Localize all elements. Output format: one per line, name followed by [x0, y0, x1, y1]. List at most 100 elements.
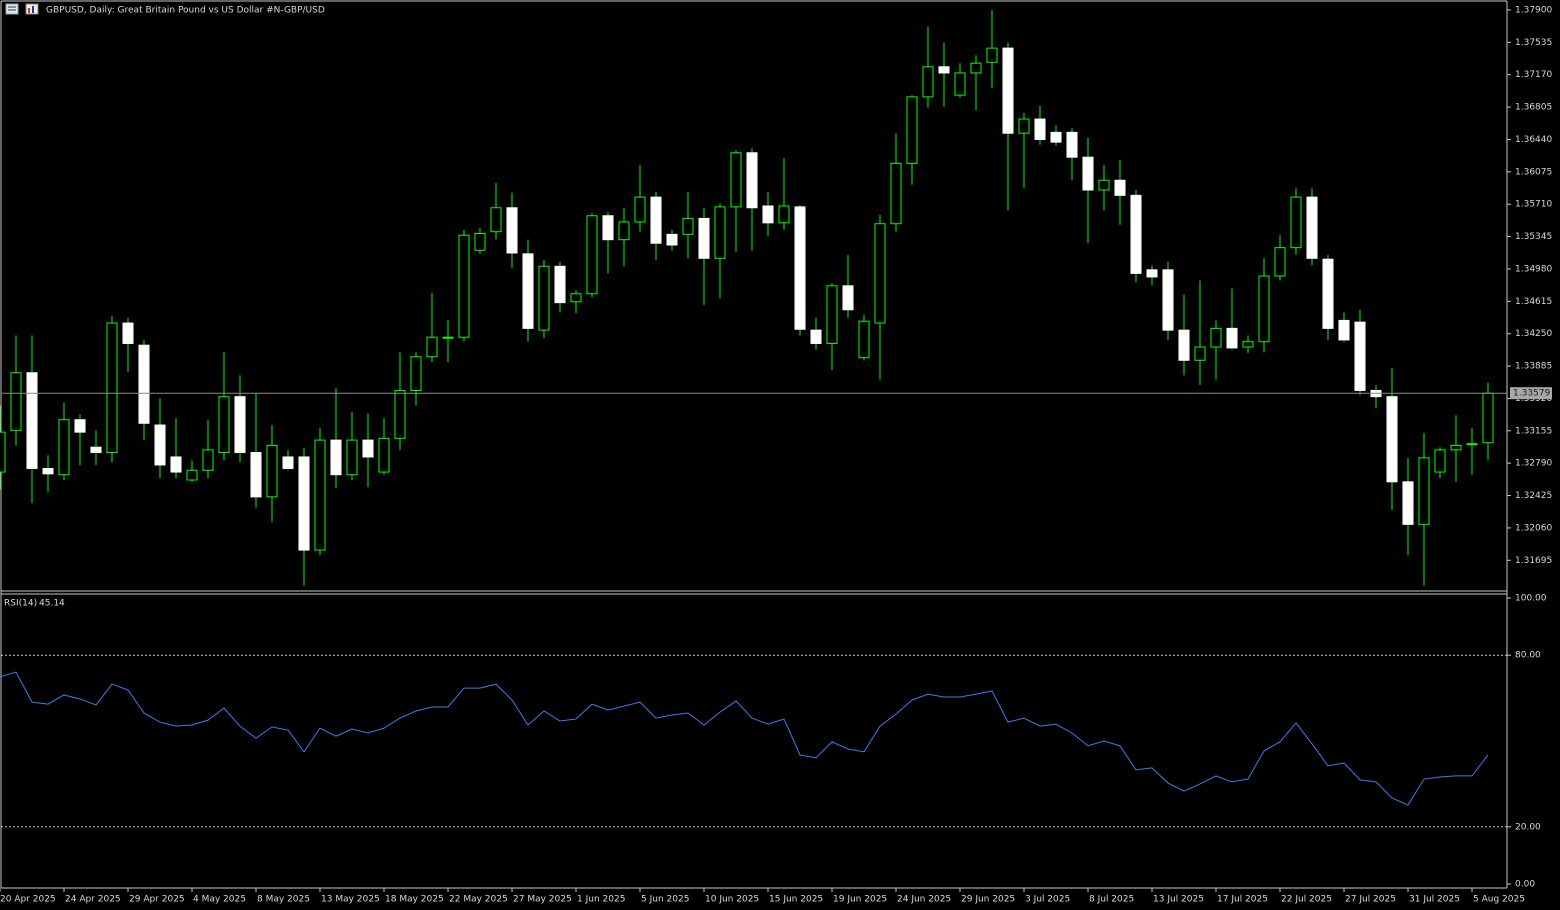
rsi-line: [0, 671, 1489, 806]
candle-body: [1258, 275, 1270, 343]
y-tick-label: 1.34980: [1515, 264, 1552, 274]
candle-body: [330, 439, 342, 476]
candle-body: [842, 285, 854, 311]
candle-body: [810, 329, 822, 344]
y-tick-label: 1.33885: [1515, 362, 1552, 372]
candle-body: [602, 215, 614, 241]
candle-body: [282, 456, 294, 469]
candle-body: [714, 206, 726, 259]
x-tick-label: 27 Jul 2025: [1345, 895, 1396, 905]
candle-body: [730, 152, 742, 208]
candle-body: [346, 439, 358, 476]
candle-body: [1130, 194, 1142, 274]
x-tick-label: 10 Jun 2025: [705, 895, 759, 905]
y-tick-label: 100.00: [1515, 594, 1547, 604]
x-tick-label: 29 Jun 2025: [961, 895, 1015, 905]
x-tick-label: 24 Apr 2025: [65, 895, 121, 905]
y-tick-label: 1.36075: [1515, 167, 1552, 177]
candle-body: [986, 47, 998, 63]
indicator-value: 45.14: [39, 599, 65, 609]
y-tick-label: 1.32790: [1515, 459, 1552, 469]
x-tick-label: 22 Jul 2025: [1281, 895, 1332, 905]
candle-body: [554, 265, 566, 304]
candle-body: [698, 217, 710, 259]
candle-body: [0, 431, 6, 473]
candle-body: [1210, 327, 1222, 348]
candle-body: [746, 152, 758, 209]
candle-body: [250, 452, 262, 498]
candle-body: [650, 196, 662, 244]
candle-body: [426, 336, 438, 358]
candle-body: [826, 285, 838, 344]
x-tick-label: 8 Jul 2025: [1089, 895, 1134, 905]
candle-body: [1242, 341, 1254, 348]
x-tick-label: 18 May 2025: [385, 895, 444, 905]
candle-body: [1194, 346, 1206, 361]
y-tick-label: 1.33155: [1515, 426, 1552, 436]
current-price-label: 1.33579: [1513, 389, 1550, 399]
candle-body: [1290, 196, 1302, 249]
candle-body: [122, 322, 134, 344]
candle-body: [1338, 319, 1350, 341]
y-tick-label: 20.00: [1515, 822, 1541, 832]
candle-body: [186, 469, 198, 481]
x-tick-label: 19 Jun 2025: [833, 895, 887, 905]
candle-body: [154, 424, 166, 466]
candle-body: [618, 221, 630, 241]
candle-body: [490, 207, 502, 233]
title-icons: [5, 3, 39, 15]
y-tick-label: 1.36440: [1515, 135, 1552, 145]
x-tick-label: 5 Jun 2025: [641, 895, 689, 905]
candle-body: [1434, 449, 1446, 473]
y-tick-label: 1.37535: [1515, 38, 1552, 48]
candle-body: [26, 372, 38, 469]
candle-body: [90, 446, 102, 454]
x-tick-label: 22 May 2025: [449, 895, 508, 905]
candle-body: [314, 439, 326, 551]
candle-body: [218, 396, 230, 454]
candle-body: [266, 444, 278, 498]
x-tick-label: 1 Jun 2025: [577, 895, 625, 905]
candle-body: [890, 162, 902, 225]
candle-body: [1450, 444, 1462, 451]
candle-body: [42, 467, 54, 475]
chart-title: GBPUSD, Daily: Great Britain Pound vs US…: [46, 6, 325, 16]
y-tick-label: 1.32060: [1515, 523, 1552, 533]
candle-body: [1402, 481, 1414, 525]
indicator-title: RSI(14): [4, 599, 37, 609]
candle-body: [1162, 269, 1174, 331]
candle-body: [234, 396, 246, 454]
x-tick-label: 20 Apr 2025: [0, 895, 56, 905]
y-tick-label: 1.34615: [1515, 297, 1552, 307]
candle-body: [1178, 329, 1190, 361]
candle-body: [458, 234, 470, 338]
candle-body: [922, 66, 934, 98]
icon: [32, 6, 34, 13]
x-tick-label: 15 Jun 2025: [769, 895, 823, 905]
candle-body: [634, 196, 646, 223]
candle-body: [506, 207, 518, 254]
candle-body: [1034, 118, 1046, 140]
candle-body: [298, 456, 310, 551]
candle-body: [106, 322, 118, 454]
x-tick-label: 13 Jul 2025: [1153, 895, 1204, 905]
candle-body: [1306, 196, 1318, 259]
x-tick-label: 17 Jul 2025: [1217, 895, 1268, 905]
candle-body: [1114, 179, 1126, 196]
candle-body: [170, 456, 182, 473]
candle-body: [1482, 392, 1494, 444]
candle-body: [138, 344, 150, 424]
candle-body: [1050, 131, 1062, 143]
candle-body: [1354, 321, 1366, 391]
candle-body: [858, 320, 870, 359]
candle-body: [682, 217, 694, 235]
y-tick-label: 1.34250: [1515, 329, 1552, 339]
candle-body: [10, 372, 22, 431]
candle-body: [794, 206, 806, 330]
y-tick-label: 1.37900: [1515, 5, 1552, 15]
candle-body: [1066, 131, 1078, 158]
x-tick-label: 24 Jun 2025: [897, 895, 951, 905]
icon: [5, 3, 19, 15]
